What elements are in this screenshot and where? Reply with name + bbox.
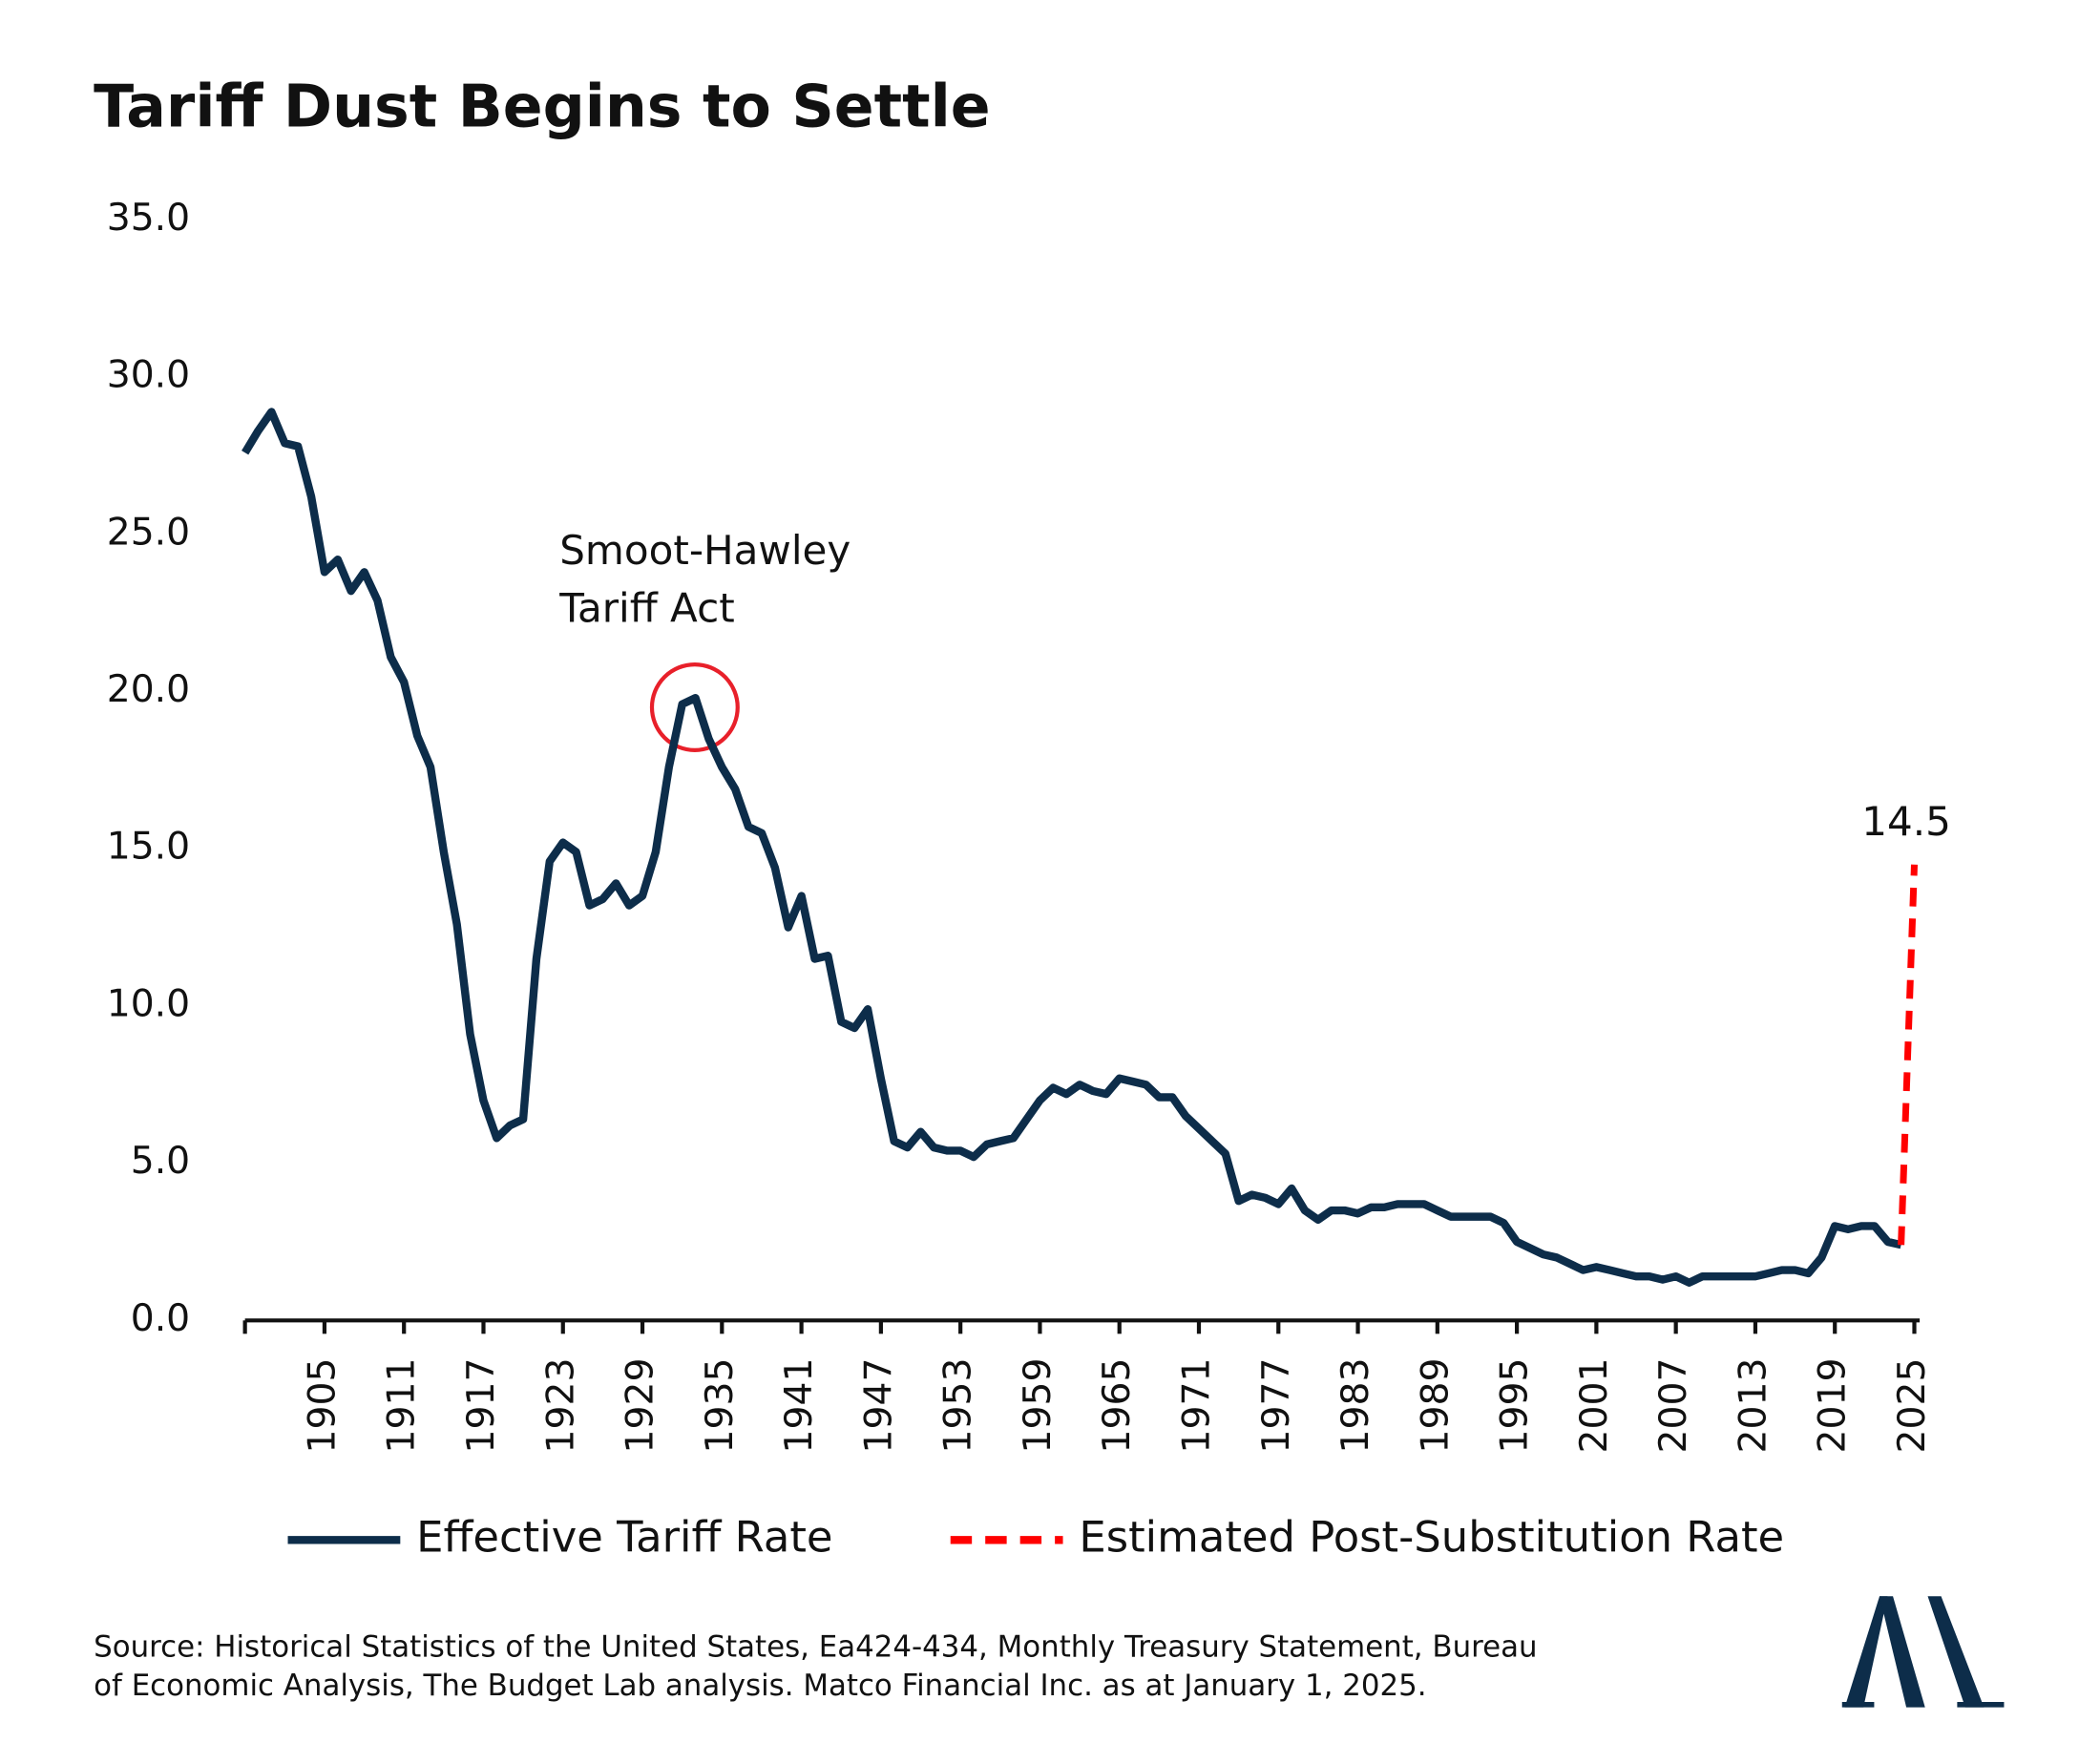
legend-label: Estimated Post-Substitution Rate: [1079, 1511, 1784, 1562]
source-note: of Economic Analysis, The Budget Lab ana…: [94, 1669, 1426, 1703]
x-tick-label: 1923: [539, 1358, 582, 1454]
x-tick-label: 1953: [937, 1358, 980, 1454]
chart-title: Tariff Dust Begins to Settle: [94, 73, 990, 141]
logo: [1841, 1596, 2005, 1708]
x-tick-label: 1935: [699, 1358, 742, 1454]
x-tick-label: 1941: [778, 1358, 821, 1454]
annotation: Tariff Act: [558, 585, 735, 632]
x-tick-label: 2007: [1652, 1358, 1695, 1454]
x-tick-label: 2019: [1812, 1358, 1855, 1454]
y-tick-label: 5.0: [131, 1140, 190, 1183]
x-tick-label: 2013: [1732, 1358, 1774, 1454]
x-tick-label: 1917: [460, 1358, 503, 1454]
y-tick-label: 25.0: [107, 511, 190, 554]
y-tick-label: 10.0: [107, 982, 190, 1025]
y-tick-label: 15.0: [107, 826, 190, 869]
x-tick-label: 1983: [1334, 1358, 1377, 1454]
x-tick-label: 2001: [1573, 1358, 1616, 1454]
x-tick-label: 2025: [1891, 1358, 1934, 1454]
x-tick-label: 1929: [620, 1358, 662, 1454]
legend-label: Effective Tariff Rate: [416, 1511, 832, 1562]
highlight-circle: [649, 662, 740, 752]
x-tick-label: 1995: [1494, 1358, 1537, 1454]
y-tick-label: 35.0: [107, 197, 190, 240]
x-tick-label: 1971: [1175, 1358, 1218, 1454]
annotation: Smoot-Hawley: [559, 527, 850, 574]
source-note: Source: Historical Statistics of the Uni…: [94, 1629, 1537, 1664]
series-line: [1898, 864, 1919, 1246]
series-line: [242, 408, 1902, 1287]
x-tick-label: 1989: [1414, 1358, 1457, 1454]
y-tick-label: 30.0: [107, 354, 190, 397]
data-label: 14.5: [1861, 798, 1951, 845]
x-tick-label: 1911: [381, 1358, 424, 1454]
x-tick-label: 1977: [1255, 1358, 1298, 1454]
y-tick-label: 20.0: [107, 668, 190, 711]
x-tick-label: 1959: [1017, 1358, 1060, 1454]
x-tick-label: 1965: [1096, 1358, 1139, 1454]
x-tick-label: 1905: [301, 1358, 344, 1454]
x-tick-label: 1947: [857, 1358, 900, 1454]
y-tick-label: 0.0: [131, 1297, 190, 1340]
